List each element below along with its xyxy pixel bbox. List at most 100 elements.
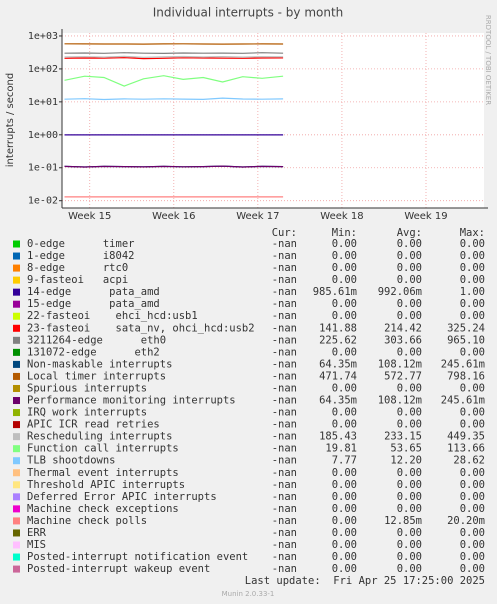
legend-swatch xyxy=(13,517,20,525)
column-header: Avg: xyxy=(397,227,422,239)
series-line xyxy=(64,165,284,168)
legend-stat: -nan xyxy=(272,479,297,491)
legend-stat: 325.24 xyxy=(447,322,485,334)
legend-stat: 0.00 xyxy=(397,382,422,394)
legend-stat: -nan xyxy=(272,419,297,431)
legend-stat: -nan xyxy=(272,382,297,394)
legend-stat: 965.10 xyxy=(447,334,485,346)
column-header: Max: xyxy=(460,227,485,239)
legend-stat: 233.15 xyxy=(384,431,422,443)
legend-stat: 0.00 xyxy=(460,346,485,358)
legend-stat: -nan xyxy=(272,238,297,250)
legend-stat: -nan xyxy=(272,407,297,419)
column-header: Min: xyxy=(332,227,357,239)
legend-swatch xyxy=(13,264,20,272)
legend-stat: 0.00 xyxy=(460,407,485,419)
legend-stat: 992.06m xyxy=(378,286,422,298)
legend-stat: 0.00 xyxy=(332,491,357,503)
series-line xyxy=(64,55,284,58)
legend-stat: 64.35m xyxy=(319,358,357,370)
legend-stat: 0.00 xyxy=(397,298,422,310)
legend-stat: 108.12m xyxy=(378,358,422,370)
legend-stat: -nan xyxy=(272,346,297,358)
legend-label: 15-edge pata_amd xyxy=(27,298,160,310)
legend-stat: 0.00 xyxy=(332,407,357,419)
legend-stat: 0.00 xyxy=(332,250,357,262)
legend-stat: 0.00 xyxy=(397,346,422,358)
legend-swatch xyxy=(13,300,20,308)
legend-stat: 141.88 xyxy=(319,322,357,334)
legend-stat: -nan xyxy=(272,250,297,262)
legend-label: Function call interrupts xyxy=(27,443,179,455)
plot-area xyxy=(62,33,484,208)
y-tick-label: 1e+00 xyxy=(28,130,58,141)
legend-label: Machine check exceptions xyxy=(27,503,179,515)
legend-swatch xyxy=(13,240,20,248)
series-line xyxy=(64,56,284,60)
legend-label: Machine check polls xyxy=(27,515,147,527)
legend-swatch xyxy=(13,336,20,344)
legend-stat: 0.00 xyxy=(397,539,422,551)
legend-label: Spurious interrupts xyxy=(27,382,147,394)
legend-stat: 0.00 xyxy=(332,382,357,394)
legend-label: 0-edge timer xyxy=(27,238,134,250)
legend-label: Non-maskable interrupts xyxy=(27,358,172,370)
legend-stat: -nan xyxy=(272,310,297,322)
legend-label: MIS xyxy=(27,539,46,551)
legend-stat: 0.00 xyxy=(397,467,422,479)
legend-label: Posted-interrupt wakeup event xyxy=(27,563,210,575)
legend-stat: 113.66 xyxy=(447,443,485,455)
legend-stat: 303.66 xyxy=(384,334,422,346)
legend-stat: 0.00 xyxy=(332,563,357,575)
x-tick-label: Week 19 xyxy=(404,211,447,222)
legend-stat: -nan xyxy=(272,467,297,479)
version: Munin 2.0.33-1 xyxy=(222,590,275,598)
legend-swatch xyxy=(13,252,20,260)
legend-stat: -nan xyxy=(272,551,297,563)
legend-swatch xyxy=(13,312,20,320)
x-tick-label: Week 16 xyxy=(152,211,195,222)
legend-swatch xyxy=(13,457,20,465)
legend-stat: -nan xyxy=(272,455,297,467)
column-header: Cur: xyxy=(272,227,297,239)
legend-stat: 0.00 xyxy=(460,419,485,431)
legend-stat: 0.00 xyxy=(397,419,422,431)
legend-swatch xyxy=(13,481,20,489)
legend-stat: 0.00 xyxy=(397,274,422,286)
legend-stat: 0.00 xyxy=(332,274,357,286)
legend-stat: 245.61m xyxy=(441,358,485,370)
legend-stat: 0.00 xyxy=(397,527,422,539)
legend-stat: 19.81 xyxy=(325,443,357,455)
legend-stat: 0.00 xyxy=(332,467,357,479)
legend-stat: 0.00 xyxy=(460,238,485,250)
legend-stat: 1.00 xyxy=(460,286,485,298)
legend-stat: 985.61m xyxy=(313,286,357,298)
last-update: Last update: Fri Apr 25 17:25:00 2025 xyxy=(245,575,485,587)
legend-stat: -nan xyxy=(272,322,297,334)
legend-label: TLB shootdowns xyxy=(27,455,116,467)
legend-stat: 245.61m xyxy=(441,395,485,407)
legend-stat: 20.20m xyxy=(447,515,485,527)
legend-stat: 0.00 xyxy=(460,250,485,262)
legend-stat: 0.00 xyxy=(397,310,422,322)
legend-swatch xyxy=(13,372,20,380)
legend-swatch xyxy=(13,384,20,392)
legend-swatch xyxy=(13,529,20,537)
legend-swatch xyxy=(13,553,20,561)
legend-label: IRQ work interrupts xyxy=(27,407,147,419)
legend-label: Rescheduling interrupts xyxy=(27,431,172,443)
legend-label: 131072-edge eth2 xyxy=(27,346,160,358)
legend-swatch xyxy=(13,288,20,296)
legend-stat: -nan xyxy=(272,503,297,515)
legend-stat: -nan xyxy=(272,563,297,575)
legend-stat: 0.00 xyxy=(332,298,357,310)
legend-stat: -nan xyxy=(272,443,297,455)
y-axis-label: interrupts / second xyxy=(5,73,16,167)
y-tick-label: 1e-02 xyxy=(28,196,58,207)
legend-stat: 214.42 xyxy=(384,322,422,334)
legend-swatch xyxy=(13,276,20,284)
legend-swatch xyxy=(13,565,20,573)
legend-label: Local timer interrupts xyxy=(27,370,166,382)
legend-stat: 185.43 xyxy=(319,431,357,443)
y-tick-label: 1e+03 xyxy=(28,31,58,42)
